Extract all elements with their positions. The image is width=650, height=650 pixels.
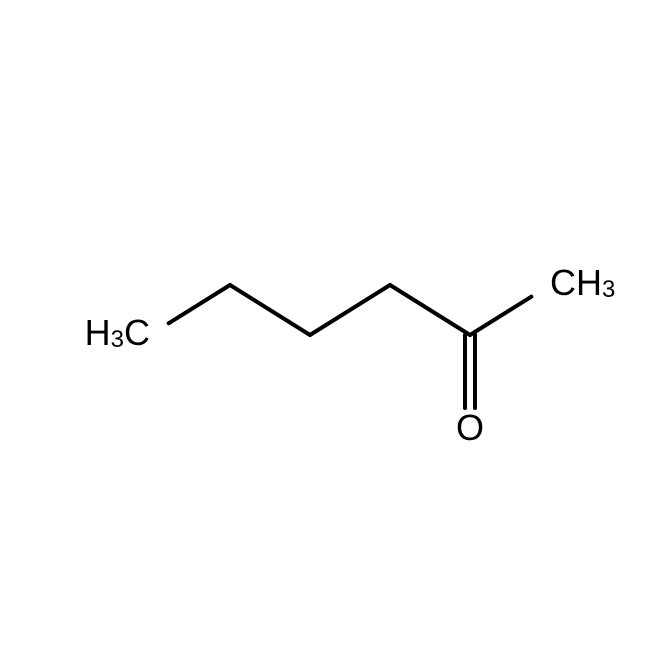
bond	[465, 335, 475, 408]
bond	[470, 297, 531, 335]
atom-label: O	[456, 407, 484, 448]
atom-label: H3C	[85, 312, 150, 354]
molecule-diagram: H3C CH3 O	[0, 0, 650, 650]
bond	[390, 285, 470, 335]
bond	[230, 285, 310, 335]
bond	[310, 285, 390, 335]
atom-label: CH3	[550, 262, 615, 304]
bond	[169, 285, 230, 323]
